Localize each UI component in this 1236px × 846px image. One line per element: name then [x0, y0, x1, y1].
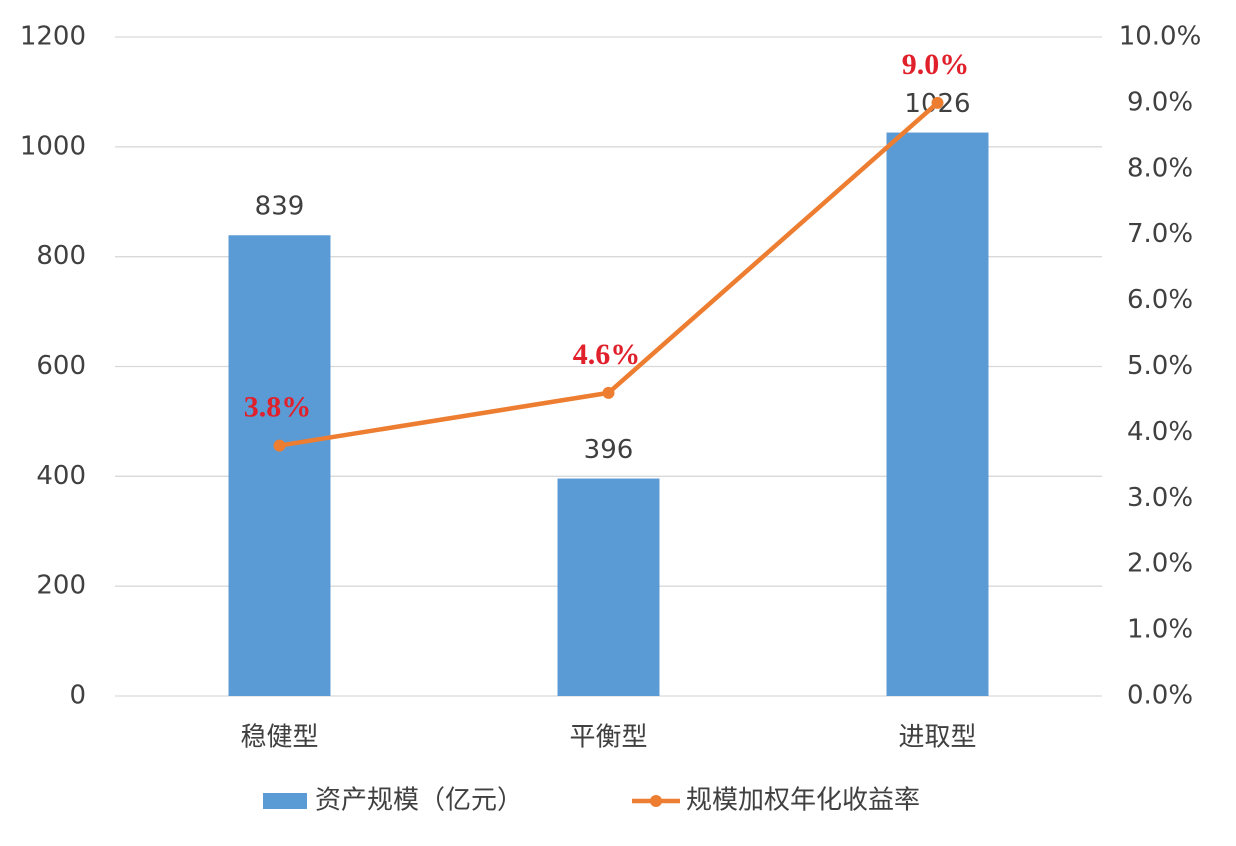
legend-swatch	[650, 795, 662, 807]
y2-tick-label: 0.0%	[1127, 681, 1193, 711]
y2-tick-label: 2.0%	[1127, 549, 1193, 579]
legend-swatch	[263, 793, 307, 809]
bar-value-label: 396	[584, 435, 634, 465]
y2-tick-label: 5.0%	[1127, 351, 1193, 381]
x-tick-label: 稳健型	[240, 723, 318, 753]
line-value-label: 3.8%	[244, 390, 312, 423]
y-tick-label: 1200	[20, 22, 86, 52]
y2-tick-label: 7.0%	[1127, 219, 1193, 249]
legend-label: 资产规模（亿元）	[315, 786, 523, 816]
y2-tick-label: 6.0%	[1127, 285, 1193, 315]
y-tick-label: 1000	[20, 131, 86, 161]
y-tick-label: 800	[36, 241, 86, 271]
line-value-label: 9.0%	[902, 48, 970, 81]
x-tick-label: 平衡型	[569, 723, 647, 753]
line-marker	[273, 439, 286, 452]
legend-label: 规模加权年化收益率	[686, 786, 920, 816]
y2-tick-label: 3.0%	[1127, 483, 1193, 513]
y-tick-label: 0	[69, 681, 86, 711]
bar-value-label: 839	[255, 192, 305, 222]
line-marker	[602, 386, 615, 399]
bar	[557, 478, 660, 696]
bar	[886, 132, 989, 696]
y2-tick-label: 9.0%	[1127, 87, 1193, 117]
line-marker	[931, 96, 944, 109]
line-value-label: 4.6%	[573, 338, 641, 371]
y2-tick-label: 4.0%	[1127, 417, 1193, 447]
y-tick-label: 600	[36, 351, 86, 381]
y2-tick-label: 8.0%	[1127, 153, 1193, 183]
y-tick-label: 200	[36, 571, 86, 601]
y2-tick-label: 10.0%	[1119, 22, 1202, 52]
y-tick-label: 400	[36, 461, 86, 491]
y2-tick-label: 1.0%	[1127, 615, 1193, 645]
bar	[228, 235, 331, 697]
x-tick-label: 进取型	[898, 723, 976, 753]
